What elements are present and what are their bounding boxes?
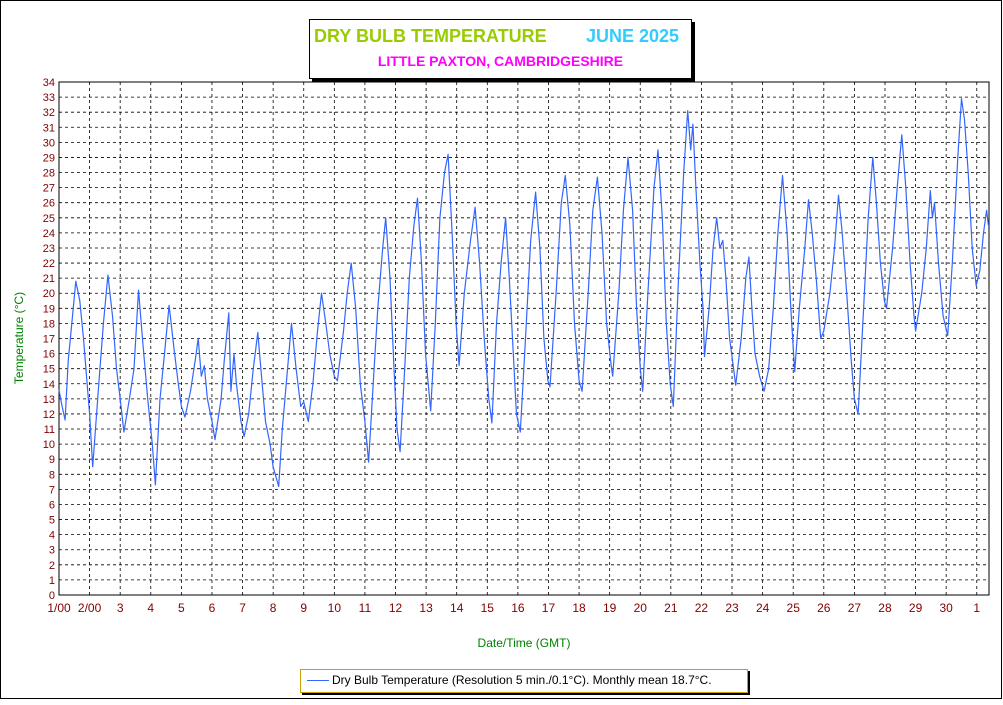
x-tick-label: 18	[572, 601, 586, 615]
y-tick-label: 20	[43, 288, 55, 300]
y-tick-label: 6	[49, 499, 55, 511]
legend: Dry Bulb Temperature (Resolution 5 min./…	[300, 669, 748, 693]
y-tick-label: 21	[43, 273, 55, 285]
legend-label: Dry Bulb Temperature (Resolution 5 min./…	[332, 673, 712, 687]
y-tick-label: 12	[43, 409, 55, 421]
y-tick-label: 16	[43, 349, 55, 361]
chart-title-box: DRY BULB TEMPERATURE JUNE 2025 LITTLE PA…	[309, 19, 692, 79]
chart-location: LITTLE PAXTON, CAMBRIDGESHIRE	[377, 53, 624, 69]
y-tick-label: 25	[43, 213, 55, 225]
x-tick-label: 1	[973, 601, 980, 615]
x-tick-label: 16	[511, 601, 525, 615]
x-tick-label: 21	[664, 601, 678, 615]
y-tick-label: 31	[43, 122, 55, 134]
y-tick-label: 32	[43, 107, 55, 119]
y-tick-label: 0	[49, 590, 55, 602]
y-tick-label: 22	[43, 258, 55, 270]
y-tick-label: 7	[49, 484, 55, 496]
x-tick-label: 3	[117, 601, 124, 615]
y-tick-label: 29	[43, 152, 55, 164]
y-tick-label: 30	[43, 137, 55, 149]
x-tick-label: 29	[909, 601, 923, 615]
y-tick-label: 10	[43, 439, 55, 451]
x-tick-label: 5	[178, 601, 185, 615]
y-tick-label: 28	[43, 168, 55, 180]
x-tick-label: 22	[695, 601, 709, 615]
y-tick-label: 5	[49, 515, 55, 527]
y-tick-label: 1	[49, 575, 55, 587]
y-tick-label: 18	[43, 318, 55, 330]
y-tick-label: 2	[49, 560, 55, 572]
y-tick-label: 8	[49, 469, 55, 481]
x-tick-label: 9	[300, 601, 307, 615]
x-tick-label: 27	[848, 601, 862, 615]
y-tick-label: 13	[43, 394, 55, 406]
y-tick-label: 34	[43, 77, 55, 89]
x-tick-label: 26	[817, 601, 831, 615]
y-tick-label: 3	[49, 545, 55, 557]
x-tick-labels: 1/00 2/00 3 4 5 6 7 8 9 10 11 12 13 14 15 16 17 18 19 20 21 2…	[47, 601, 980, 615]
y-tick-labels: 0123456789101112131415161718192021222324…	[43, 77, 55, 602]
x-tick-label: 19	[603, 601, 617, 615]
x-tick-label: 2/00	[78, 601, 102, 615]
temperature-series-line	[58, 98, 989, 487]
x-tick-label: 23	[725, 601, 739, 615]
y-tick-label: 19	[43, 303, 55, 315]
x-tick-label: 7	[239, 601, 246, 615]
y-tick-label: 23	[43, 243, 55, 255]
y-axis-title: Temperature (°C)	[12, 292, 26, 384]
y-tick-label: 33	[43, 92, 55, 104]
legend-line-swatch	[307, 680, 329, 681]
y-tick-label: 26	[43, 198, 55, 210]
x-tick-label: 11	[359, 601, 372, 615]
x-tick-label: 20	[634, 601, 648, 615]
x-tick-label: 28	[878, 601, 892, 615]
x-tick-label: 8	[270, 601, 277, 615]
x-tick-label: 10	[328, 601, 342, 615]
y-tick-label: 4	[49, 530, 55, 542]
chart-period: JUNE 2025	[586, 26, 680, 46]
x-tick-label: 4	[147, 601, 154, 615]
x-tick-label: 13	[419, 601, 433, 615]
y-tick-label: 24	[43, 228, 55, 240]
y-tick-label: 27	[43, 183, 55, 195]
chart-title: DRY BULB TEMPERATURE	[314, 26, 547, 46]
plot-area	[58, 81, 990, 596]
x-axis-title: Date/Time (GMT)	[478, 636, 571, 650]
x-tick-label: 30	[939, 601, 953, 615]
x-tick-label: 24	[756, 601, 770, 615]
x-tick-label: 15	[481, 601, 495, 615]
x-tick-label: 12	[389, 601, 403, 615]
x-tick-label: 1/00	[47, 601, 71, 615]
x-tick-label: 25	[787, 601, 801, 615]
y-tick-label: 17	[43, 334, 55, 346]
x-tick-label: 14	[450, 601, 464, 615]
y-tick-label: 11	[44, 424, 55, 436]
x-tick-label: 17	[542, 601, 556, 615]
y-tick-label: 9	[49, 454, 55, 466]
y-tick-label: 14	[43, 379, 55, 391]
y-tick-label: 15	[43, 364, 55, 376]
x-tick-label: 6	[209, 601, 216, 615]
